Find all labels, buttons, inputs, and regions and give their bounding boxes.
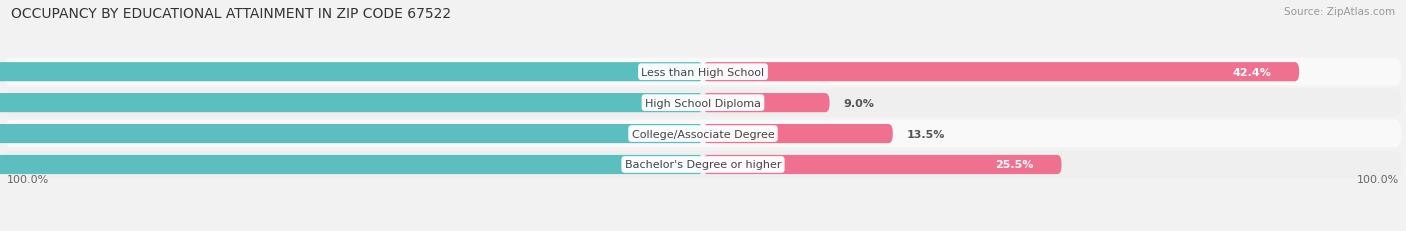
FancyBboxPatch shape [703,94,830,113]
FancyBboxPatch shape [0,125,703,143]
FancyBboxPatch shape [4,151,1402,179]
Text: 9.0%: 9.0% [844,98,875,108]
Text: Less than High School: Less than High School [641,67,765,77]
Text: 42.4%: 42.4% [1232,67,1271,77]
FancyBboxPatch shape [4,89,1402,117]
FancyBboxPatch shape [4,120,1402,148]
FancyBboxPatch shape [0,155,703,174]
FancyBboxPatch shape [703,125,893,143]
Text: OCCUPANCY BY EDUCATIONAL ATTAINMENT IN ZIP CODE 67522: OCCUPANCY BY EDUCATIONAL ATTAINMENT IN Z… [11,7,451,21]
FancyBboxPatch shape [703,63,1299,82]
FancyBboxPatch shape [4,58,1402,86]
FancyBboxPatch shape [0,94,703,113]
Text: 13.5%: 13.5% [907,129,945,139]
Text: Source: ZipAtlas.com: Source: ZipAtlas.com [1284,7,1395,17]
Text: College/Associate Degree: College/Associate Degree [631,129,775,139]
FancyBboxPatch shape [0,63,703,82]
Text: Bachelor's Degree or higher: Bachelor's Degree or higher [624,160,782,170]
Text: High School Diploma: High School Diploma [645,98,761,108]
Text: 100.0%: 100.0% [7,175,49,185]
FancyBboxPatch shape [703,155,1062,174]
Text: 25.5%: 25.5% [995,160,1033,170]
Text: 100.0%: 100.0% [1357,175,1399,185]
